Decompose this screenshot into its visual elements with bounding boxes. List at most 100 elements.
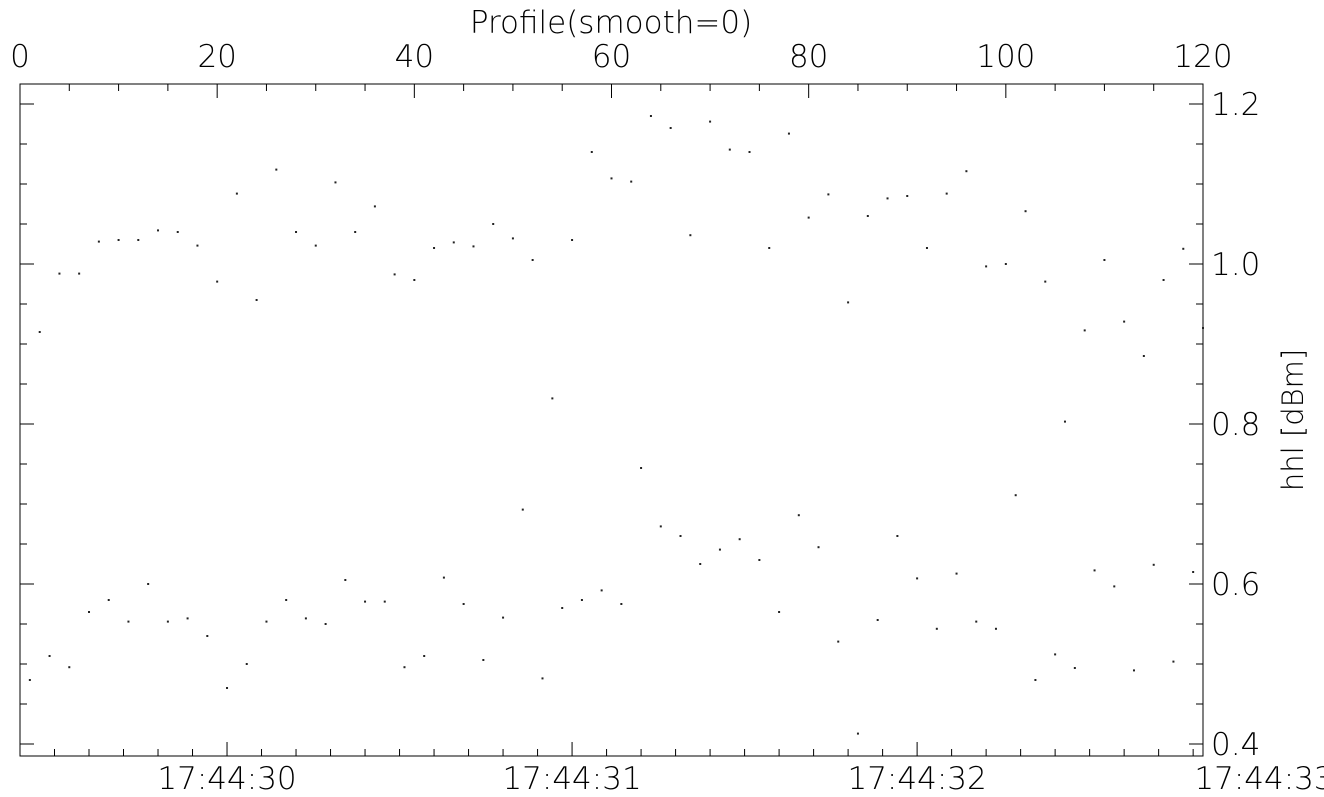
y-axis-label: hhl [dBm] xyxy=(1276,349,1310,491)
data-point xyxy=(1073,667,1076,669)
data-point xyxy=(68,666,71,669)
data-point xyxy=(1093,569,1096,572)
data-point xyxy=(176,231,179,233)
data-point xyxy=(28,679,31,681)
data-point xyxy=(295,231,298,233)
data-point xyxy=(235,192,238,195)
data-point xyxy=(38,331,41,333)
bottom-tick-label: 17:44:32 xyxy=(847,761,986,797)
right-tick-label: 0.8 xyxy=(1211,407,1260,443)
data-point xyxy=(541,677,544,680)
data-point xyxy=(502,616,505,619)
data-point xyxy=(88,611,91,613)
data-point xyxy=(1152,563,1155,566)
data-point xyxy=(797,514,800,517)
left-axis xyxy=(20,103,34,745)
data-point xyxy=(1103,259,1106,261)
data-point xyxy=(354,231,357,233)
right-axis: 0.4 0.6 0.8 1.0 1.2 xyxy=(1189,87,1260,763)
data-point xyxy=(393,273,396,276)
data-point xyxy=(787,132,790,135)
data-point xyxy=(1113,585,1116,588)
data-point xyxy=(97,240,100,243)
data-point xyxy=(669,127,672,129)
data-point xyxy=(1004,263,1007,265)
data-point xyxy=(423,655,426,657)
data-point xyxy=(226,687,229,689)
data-point xyxy=(590,151,593,153)
data-point xyxy=(866,215,869,217)
right-tick-label: 1.2 xyxy=(1211,87,1260,123)
data-point xyxy=(127,620,130,623)
data-point xyxy=(748,151,751,153)
data-point xyxy=(492,223,495,225)
data-point xyxy=(876,619,879,621)
data-point xyxy=(896,535,899,537)
data-point xyxy=(1014,494,1017,497)
data-point xyxy=(985,265,988,268)
data-point xyxy=(718,548,721,551)
data-point xyxy=(216,280,219,283)
data-point xyxy=(1202,327,1204,329)
right-tick-label: 0.6 xyxy=(1211,567,1260,603)
data-point xyxy=(1192,571,1195,573)
data-point xyxy=(738,538,741,541)
data-point xyxy=(1083,329,1086,332)
data-point xyxy=(521,508,524,511)
top-tick-label: 20 xyxy=(197,39,236,75)
data-point xyxy=(945,192,948,195)
bottom-tick-label: 17:44:31 xyxy=(502,761,641,797)
data-point xyxy=(847,301,850,304)
bottom-tick-label: 17:44:33 xyxy=(1194,761,1324,797)
data-point xyxy=(58,272,61,275)
data-point xyxy=(758,559,761,561)
data-point xyxy=(304,617,307,620)
data-point xyxy=(886,197,889,200)
data-point xyxy=(630,180,633,183)
data-point xyxy=(935,627,938,630)
data-point xyxy=(285,599,288,601)
top-tick-label: 40 xyxy=(395,39,434,75)
top-axis: 0 20 40 60 80 100 120 xyxy=(10,39,1233,98)
bottom-axis: 17:44:30 17:44:31 17:44:32 17:44:33 xyxy=(19,742,1324,797)
data-point xyxy=(1132,669,1135,672)
data-point xyxy=(1034,679,1037,681)
data-points xyxy=(28,115,1204,735)
data-point xyxy=(827,193,830,196)
data-point xyxy=(344,579,347,581)
data-point xyxy=(255,299,258,301)
data-point xyxy=(906,195,909,197)
data-point xyxy=(275,168,278,171)
top-tick-label: 60 xyxy=(592,39,631,75)
data-point xyxy=(403,666,406,669)
data-point xyxy=(442,576,445,579)
data-point xyxy=(1142,355,1145,357)
data-point xyxy=(383,600,386,603)
data-point xyxy=(600,589,603,592)
data-point xyxy=(994,627,997,630)
data-point xyxy=(1123,320,1126,323)
data-point xyxy=(925,247,928,249)
data-point xyxy=(837,640,840,643)
data-point xyxy=(472,245,475,248)
data-point xyxy=(551,397,554,400)
data-point xyxy=(817,546,820,549)
data-point xyxy=(413,279,416,281)
data-point xyxy=(768,247,771,249)
data-point xyxy=(511,237,514,240)
data-point xyxy=(778,611,781,613)
data-point xyxy=(452,241,455,244)
data-point xyxy=(1063,420,1066,423)
bottom-tick-label: 17:44:30 xyxy=(157,761,296,797)
data-point xyxy=(620,603,623,605)
data-point xyxy=(728,148,731,151)
data-point xyxy=(206,635,209,637)
data-point xyxy=(314,244,317,247)
data-point xyxy=(78,272,81,275)
data-point xyxy=(462,603,465,605)
data-point xyxy=(916,577,919,580)
data-point xyxy=(107,599,110,601)
data-point xyxy=(1024,210,1027,213)
data-point xyxy=(48,655,51,657)
